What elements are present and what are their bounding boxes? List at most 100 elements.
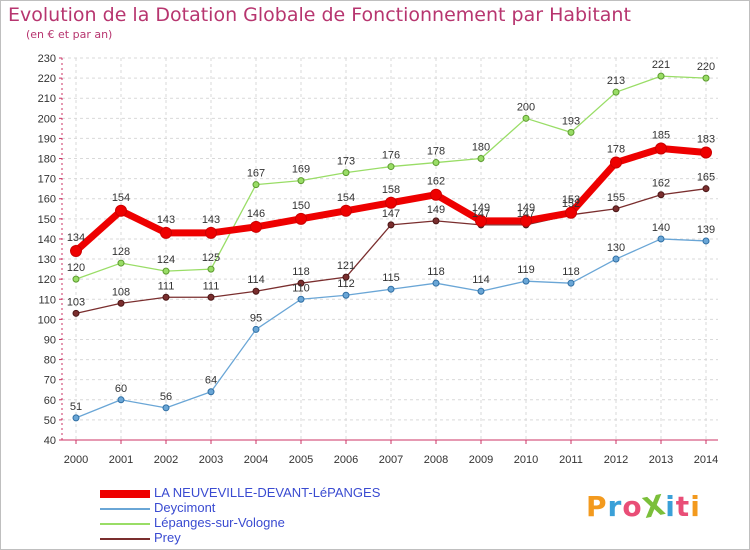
- data-label: 130: [607, 242, 625, 254]
- y-tick-label: 200: [38, 113, 56, 125]
- data-label: 178: [427, 146, 445, 158]
- data-label: 180: [472, 142, 490, 154]
- data-point: [702, 185, 710, 193]
- data-label: 51: [70, 401, 82, 413]
- chart-title: Evolution de la Dotation Globale de Fonc…: [8, 4, 631, 26]
- data-label: 143: [157, 214, 175, 226]
- data-label: 167: [247, 168, 265, 180]
- x-tick-label: 2003: [199, 454, 223, 466]
- x-tick-label: 2011: [559, 454, 583, 466]
- data-label: 125: [202, 252, 220, 264]
- series-layer: [70, 72, 712, 422]
- data-point: [117, 259, 125, 267]
- data-label: 110: [292, 282, 310, 294]
- data-label: 118: [292, 266, 310, 278]
- y-tick-label: 40: [44, 435, 56, 447]
- x-tick-label: 2009: [469, 454, 493, 466]
- legend-label: Prey: [154, 530, 181, 545]
- data-label: 149: [427, 204, 445, 216]
- data-point: [657, 72, 665, 80]
- data-point: [252, 325, 260, 333]
- data-point: [72, 275, 80, 283]
- data-label: 155: [607, 192, 625, 204]
- data-point: [520, 214, 532, 227]
- y-tick-label: 210: [38, 93, 56, 105]
- data-point: [612, 88, 620, 96]
- data-label: 149: [517, 202, 535, 214]
- data-label: 120: [67, 262, 85, 274]
- data-point: [432, 217, 440, 225]
- data-point: [385, 196, 397, 209]
- data-label: 128: [112, 246, 130, 258]
- data-point: [655, 142, 667, 155]
- x-tick-label: 2005: [289, 454, 313, 466]
- data-label: 176: [382, 150, 400, 162]
- x-tick-label: 2001: [109, 454, 133, 466]
- data-label: 150: [292, 200, 310, 212]
- logo-letter: t: [675, 490, 691, 523]
- axes: 4050607080901001101201301401501601701801…: [38, 53, 719, 466]
- data-point: [295, 212, 307, 225]
- data-point: [612, 205, 620, 213]
- data-point: [702, 237, 710, 245]
- logo-letter: r: [607, 490, 623, 523]
- data-label: 183: [697, 133, 715, 145]
- data-point: [657, 191, 665, 199]
- y-tick-label: 140: [38, 234, 56, 246]
- data-label: 114: [472, 274, 490, 286]
- data-point: [610, 156, 622, 169]
- data-point: [657, 235, 665, 243]
- data-label: 60: [115, 383, 127, 395]
- data-label: 220: [697, 61, 715, 73]
- data-label: 134: [67, 232, 85, 244]
- x-tick-label: 2014: [694, 454, 718, 466]
- x-tick-label: 2006: [334, 454, 358, 466]
- data-label: 146: [247, 208, 265, 220]
- data-label: 124: [157, 254, 175, 266]
- proxiti-logo: ProXiti: [586, 488, 701, 525]
- data-label: 165: [697, 172, 715, 184]
- data-label: 56: [160, 391, 172, 403]
- data-label: 221: [652, 59, 670, 71]
- grid-lines: [62, 57, 718, 441]
- data-point: [297, 177, 305, 185]
- data-point: [342, 169, 350, 177]
- y-tick-label: 110: [38, 294, 56, 306]
- data-point: [72, 414, 80, 422]
- data-point: [522, 114, 530, 122]
- data-point: [162, 267, 170, 275]
- data-label: 111: [158, 280, 175, 292]
- x-tick-label: 2012: [604, 454, 628, 466]
- data-point: [522, 277, 530, 285]
- data-point: [162, 293, 170, 301]
- y-tick-label: 130: [38, 254, 56, 266]
- legend-swatch: [100, 508, 150, 510]
- data-label: 64: [205, 375, 217, 387]
- data-point: [475, 214, 487, 227]
- data-label: 152: [562, 198, 580, 210]
- data-label: 143: [202, 214, 220, 226]
- data-label: 147: [382, 208, 400, 220]
- data-point: [297, 279, 305, 287]
- data-label: 185: [652, 129, 670, 141]
- data-label: 147: [517, 208, 535, 220]
- y-tick-label: 50: [44, 415, 56, 427]
- data-label: 162: [652, 178, 670, 190]
- data-label: 162: [427, 176, 445, 188]
- x-tick-label: 2007: [379, 454, 403, 466]
- y-tick-label: 120: [38, 274, 56, 286]
- logo-letter: o: [622, 490, 643, 523]
- data-point: [117, 396, 125, 404]
- data-point: [252, 287, 260, 295]
- data-label: 95: [250, 312, 262, 324]
- data-point: [342, 291, 350, 299]
- logo-letter: P: [586, 490, 608, 523]
- y-tick-label: 190: [38, 133, 56, 145]
- logo-letter: i: [665, 490, 676, 523]
- data-label: 139: [697, 224, 715, 236]
- data-point: [430, 188, 442, 201]
- data-label: 121: [337, 260, 355, 272]
- data-point: [567, 279, 575, 287]
- x-tick-label: 2010: [514, 454, 538, 466]
